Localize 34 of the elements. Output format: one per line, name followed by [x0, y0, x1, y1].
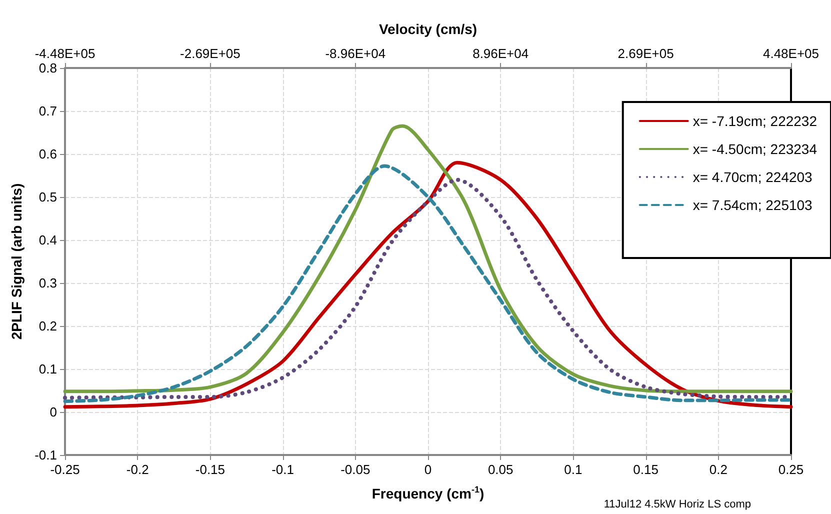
- x-tick-label: -0.15: [195, 462, 226, 477]
- x-tick-label: -0.1: [272, 462, 294, 477]
- x-tick-label: 0.05: [488, 462, 514, 477]
- x2-tick-label: 4.48E+05: [762, 46, 820, 61]
- x2-tick-label: -4.48E+05: [34, 46, 96, 61]
- y-tick-label: 0.7: [38, 104, 57, 118]
- x-tick-label: 0.1: [564, 462, 582, 477]
- legend-label: x= 7.54cm; 225103: [692, 197, 813, 213]
- y-tick-label: 0.1: [38, 362, 57, 376]
- y-tick-label: 0.3: [38, 276, 57, 290]
- y-tick-label: -0.1: [34, 448, 57, 462]
- legend-label: x= -7.19cm; 222232: [692, 113, 818, 129]
- x-tick-label: 0.2: [709, 462, 728, 477]
- x-tick-label: 0.25: [778, 462, 804, 477]
- x-tick-label: 0: [424, 462, 432, 477]
- legend-label: x= -4.50cm; 223234: [692, 141, 818, 157]
- text: 11Jul12 4.5kW Horiz LS comp: [604, 498, 752, 510]
- y-axis-title: 2PLIF Signal (arb units): [8, 183, 25, 340]
- x2-tick-label: -2.69E+05: [180, 46, 240, 61]
- x2-tick-label: 2.69E+05: [618, 46, 674, 61]
- x-tick-label: -0.05: [340, 462, 370, 477]
- x-tick-label: -0.2: [126, 462, 149, 477]
- y-tick-label: 0.2: [38, 318, 57, 334]
- x-tick-label: -0.25: [50, 462, 80, 477]
- x-tick-label: 0.15: [633, 462, 658, 477]
- y-tick-label: 0: [50, 404, 57, 420]
- legend-label: x= 4.70cm; 224203: [692, 169, 813, 185]
- y-tick-label: 0.8: [38, 60, 57, 76]
- y-tick-label: 0.6: [38, 146, 57, 162]
- x2-tick-label: 8.96E+04: [472, 46, 529, 61]
- x2-tick-label: -8.96E+04: [325, 46, 386, 61]
- y-tick-label: 0.5: [38, 190, 57, 204]
- y-tick-label: 0.4: [38, 232, 57, 248]
- x2-axis-title: Velocity (cm/s): [378, 21, 478, 37]
